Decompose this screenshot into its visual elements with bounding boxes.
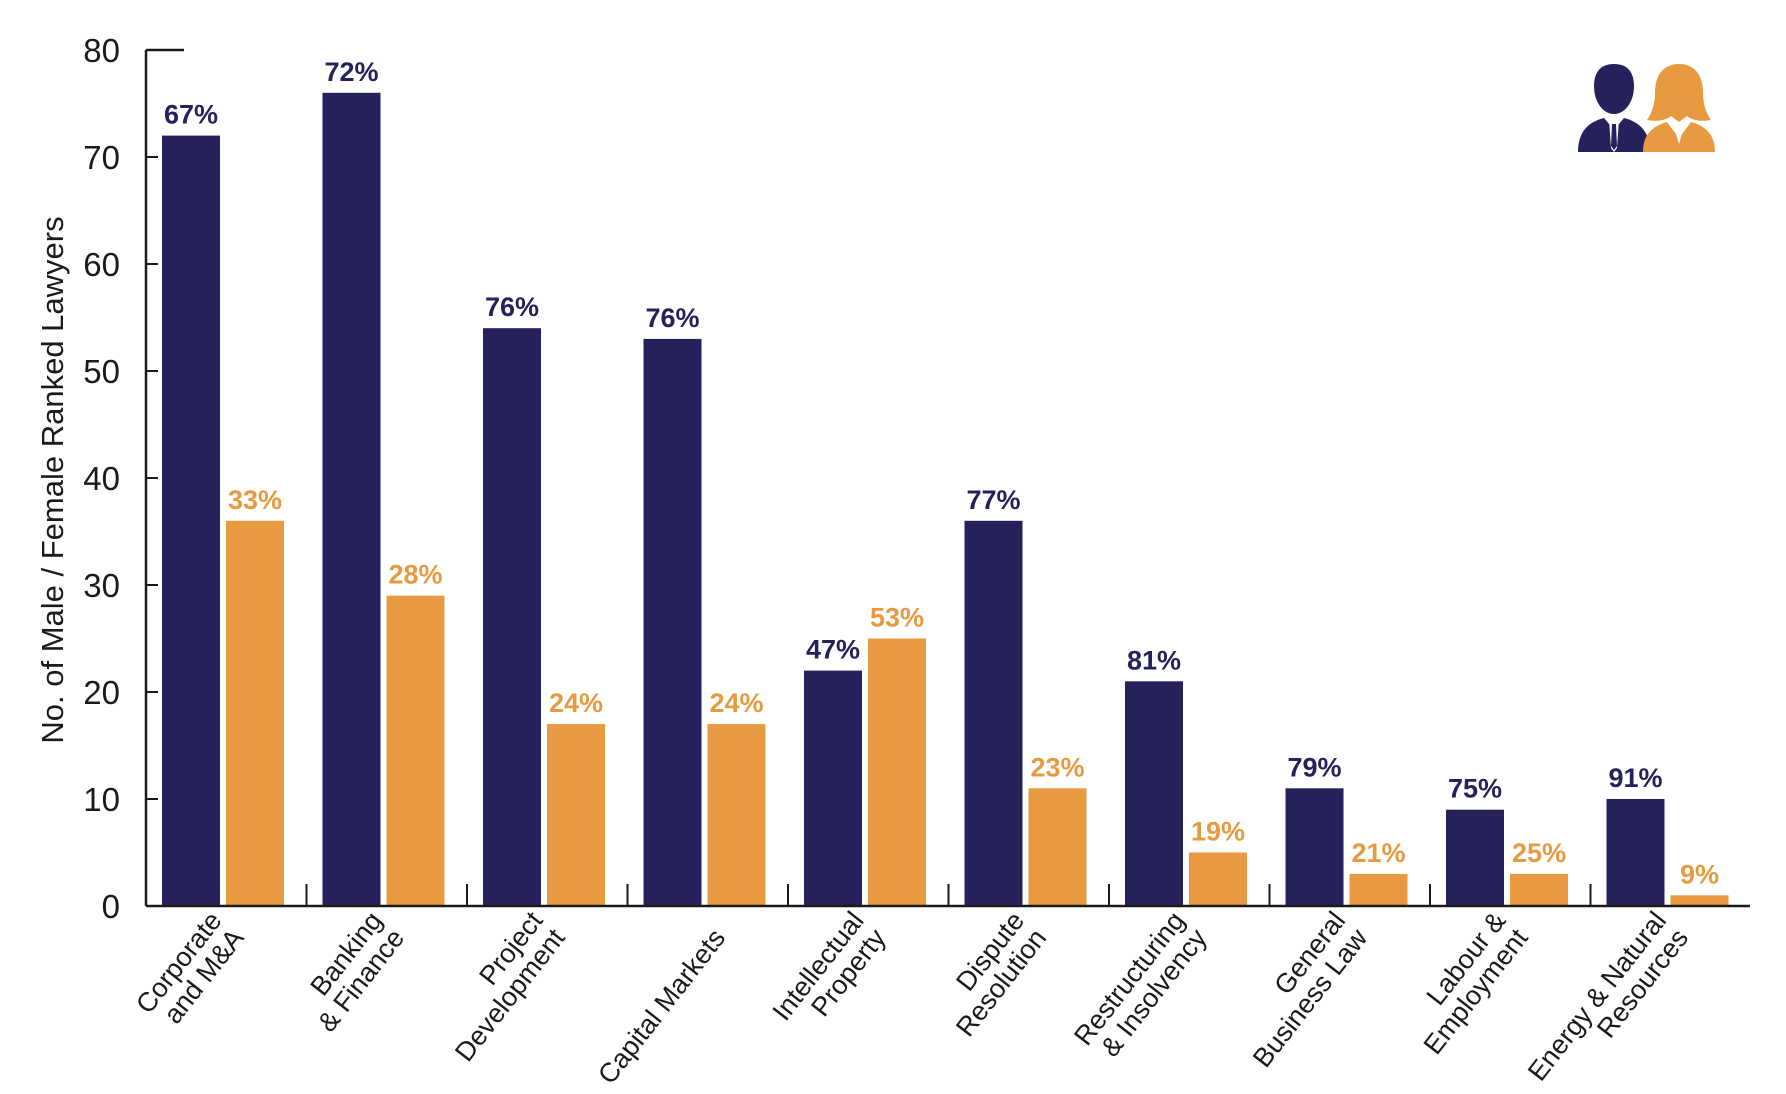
- x-category-label-8: GeneralBusiness Law: [1225, 906, 1374, 1073]
- data-label-series2-5: 53%: [870, 603, 924, 633]
- x-category-label-9: Labour &Employment: [1396, 906, 1534, 1060]
- y-tick-label-50: 50: [83, 353, 120, 390]
- data-label-series2-9: 25%: [1512, 838, 1566, 868]
- bar-series1-5: [804, 670, 862, 906]
- y-tick-label-60: 60: [83, 246, 120, 283]
- bar-series1-6: [964, 520, 1023, 906]
- bars-layer: [162, 92, 1729, 907]
- x-category-label-1: Corporateand M&A: [130, 906, 250, 1036]
- female-person-icon: [1643, 64, 1715, 152]
- bar-series1-1: [162, 135, 220, 907]
- x-category-label-7: Restructuring& Insolvency: [1068, 906, 1213, 1069]
- y-tick-label-10: 10: [83, 781, 120, 818]
- bar-series2-10: [1670, 895, 1729, 906]
- data-label-series2-3: 24%: [549, 688, 603, 718]
- data-label-series2-6: 23%: [1030, 752, 1084, 782]
- bar-series2-7: [1189, 852, 1247, 906]
- bar-series2-3: [547, 724, 605, 906]
- data-label-series2-10: 9%: [1680, 859, 1719, 889]
- data-label-series1-5: 47%: [806, 635, 860, 665]
- bar-series2-9: [1510, 873, 1568, 906]
- y-tick-label-80: 80: [83, 32, 120, 69]
- y-tick-label-40: 40: [83, 460, 120, 497]
- data-label-series1-2: 72%: [324, 57, 378, 87]
- data-label-series2-8: 21%: [1351, 838, 1405, 868]
- bar-series1-9: [1446, 809, 1504, 906]
- bar-series1-8: [1285, 788, 1344, 906]
- data-labels-layer: 67% 72% 76% 76% 47% 77% 81% 79% 75% 91% 33% 28% 24% 2…: [164, 57, 1719, 889]
- y-tick-label-20: 20: [83, 674, 120, 711]
- x-category-label-5: IntellectualProperty: [767, 906, 892, 1044]
- data-label-series1-3: 76%: [485, 292, 539, 322]
- x-category-label-10: Energy & NaturalResources: [1522, 906, 1694, 1094]
- data-label-series2-2: 28%: [388, 560, 442, 590]
- bar-series2-5: [868, 638, 926, 906]
- bar-series2-1: [226, 520, 284, 906]
- data-label-series1-9: 75%: [1448, 774, 1502, 804]
- bar-series2-2: [386, 595, 445, 906]
- bar-series2-8: [1349, 873, 1408, 906]
- legend: [1578, 64, 1715, 152]
- data-label-series1-4: 76%: [645, 303, 699, 333]
- data-label-series1-6: 77%: [966, 485, 1020, 515]
- data-label-series1-8: 79%: [1287, 752, 1341, 782]
- bar-series2-4: [707, 724, 766, 906]
- x-category-label-6: DisputeResolution: [928, 906, 1052, 1042]
- y-tick-label-0: 0: [102, 888, 120, 925]
- male-person-icon: [1578, 64, 1650, 152]
- data-label-series2-4: 24%: [709, 688, 763, 718]
- y-tick-label-70: 70: [83, 139, 120, 176]
- bar-series1-3: [483, 328, 541, 906]
- data-label-series2-7: 19%: [1191, 817, 1245, 847]
- bar-series2-6: [1028, 788, 1087, 906]
- x-category-label-3: ProjectDevelopment: [427, 906, 571, 1067]
- bar-series1-4: [643, 338, 702, 906]
- data-label-series2-1: 33%: [228, 485, 282, 515]
- data-label-series1-10: 91%: [1608, 763, 1662, 793]
- y-axis-title: No. of Male / Female Ranked Lawyers: [35, 216, 70, 743]
- x-category-label-4: Capital Markets: [592, 923, 731, 1089]
- x-category-label-2: Banking& Finance: [290, 906, 411, 1038]
- data-label-series1-1: 67%: [164, 100, 218, 130]
- data-label-series1-7: 81%: [1127, 645, 1181, 675]
- bar-series1-7: [1125, 681, 1183, 906]
- bar-series1-2: [322, 92, 381, 907]
- bar-series1-10: [1606, 799, 1665, 906]
- y-tick-label-30: 30: [83, 567, 120, 604]
